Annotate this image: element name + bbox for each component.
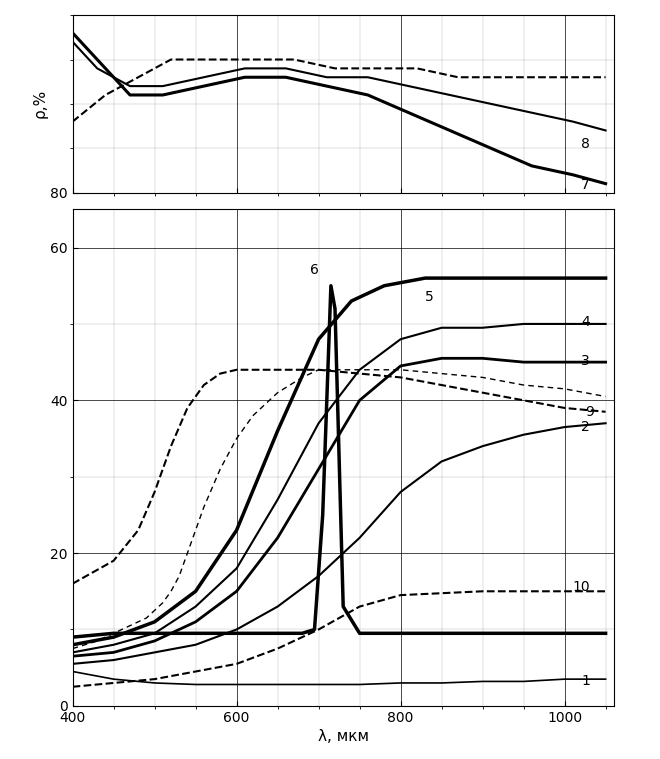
Text: 2: 2 [581,420,590,434]
Text: 7: 7 [581,178,590,193]
Text: 8: 8 [581,137,590,151]
Y-axis label: ρ,%: ρ,% [32,90,48,118]
Text: 10: 10 [573,581,591,594]
Text: 5: 5 [425,290,434,304]
Text: 9: 9 [585,405,594,419]
Text: 1: 1 [581,675,590,688]
Text: 4: 4 [581,316,590,329]
X-axis label: λ, мкм: λ, мкм [317,729,369,744]
Text: 6: 6 [310,263,319,278]
Text: 3: 3 [581,354,590,367]
